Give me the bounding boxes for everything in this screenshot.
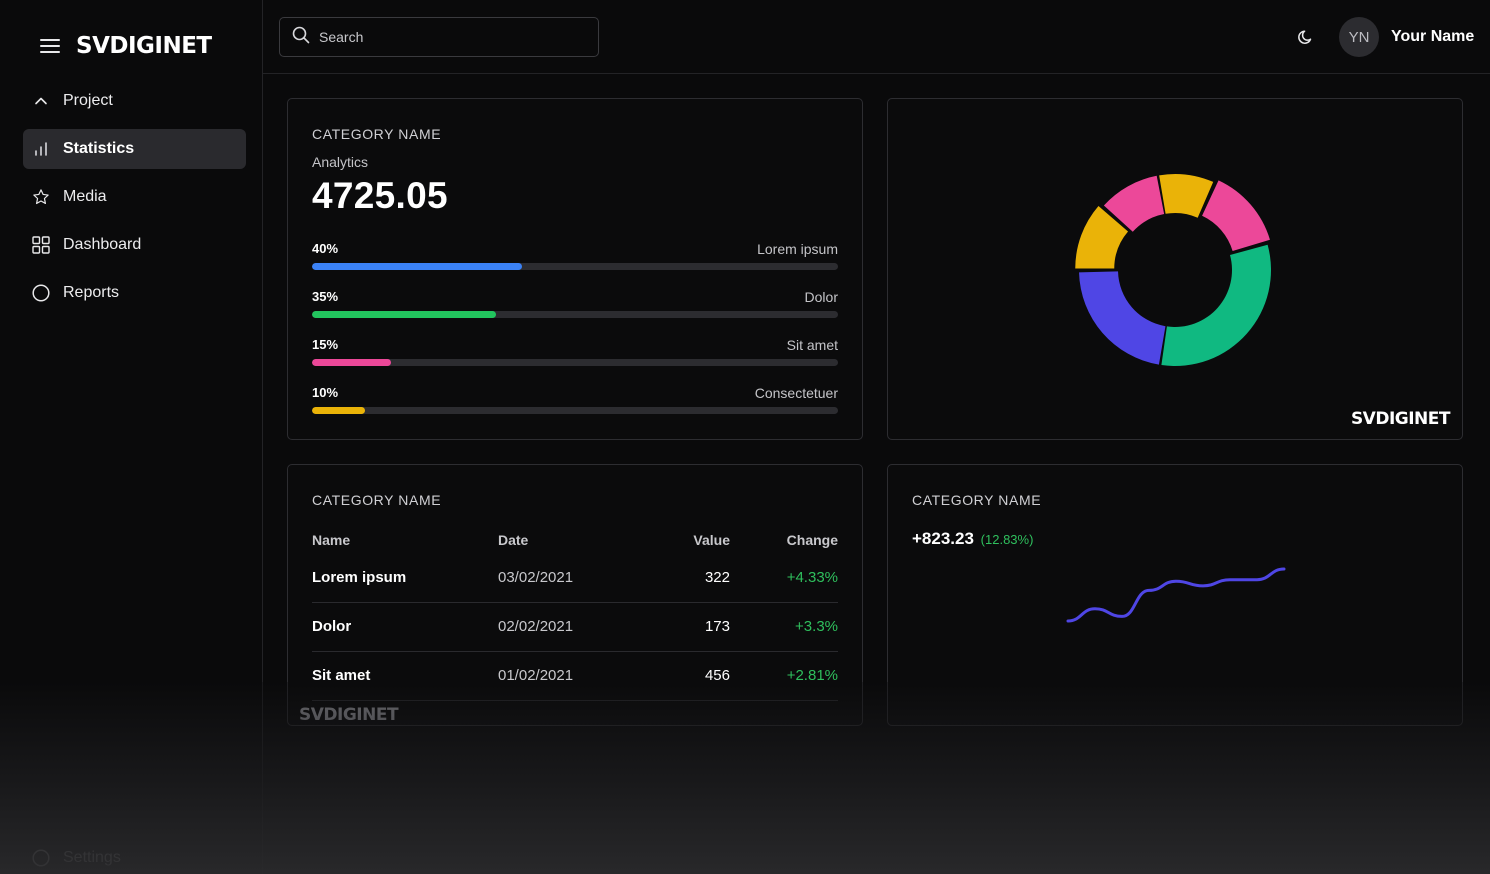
cell-name: Dolor — [312, 602, 498, 652]
table-card: CATEGORY NAME Name Date Value Change Lor… — [287, 464, 863, 726]
trend-change: (12.83%) — [980, 532, 1034, 547]
brand-row: SVDIGINET — [40, 28, 212, 64]
progress-percent: 35% — [312, 289, 339, 304]
brand-logo: SVDIGINET — [76, 33, 212, 59]
sidebar-item-label: Reports — [63, 284, 120, 301]
card-category: CATEGORY NAME — [912, 492, 1042, 508]
progress-row: 40% Lorem ipsum — [312, 241, 838, 270]
card-category: CATEGORY NAME — [312, 126, 442, 142]
progress-label: Dolor — [804, 289, 838, 305]
cell-value: 322 — [648, 553, 730, 603]
donut-chart — [1075, 174, 1271, 366]
progress-percent: 15% — [312, 337, 339, 352]
sidebar-item-settings[interactable]: Settings — [23, 838, 246, 874]
column-header: Value — [693, 532, 730, 548]
cell-change: +2.81% — [730, 651, 838, 701]
table-row[interactable]: Sit amet 01/02/2021 456 +2.81% — [312, 651, 838, 701]
cell-value: 173 — [648, 602, 730, 652]
sparkline-path — [1066, 567, 1286, 623]
sidebar-nav: Project Statistics Media Dashboard Repor… — [23, 81, 246, 321]
card-subtitle: Analytics — [312, 154, 369, 170]
user-name[interactable]: Your Name — [1391, 28, 1475, 45]
progress-fill — [312, 407, 365, 414]
sidebar-item-statistics[interactable]: Statistics — [23, 129, 246, 169]
donut-segment[interactable] — [1202, 180, 1270, 251]
donut-segment[interactable] — [1103, 175, 1165, 232]
table-header-row: Name Date Value Change — [312, 523, 838, 553]
sidebar-item-project[interactable]: Project — [23, 81, 246, 121]
cell-name: Lorem ipsum — [312, 553, 498, 603]
cell-name: Sit amet — [312, 651, 498, 701]
cell-date: 03/02/2021 — [498, 553, 648, 603]
progress-row: 10% Consectetuer — [312, 385, 838, 414]
sidebar-item-label: Dashboard — [63, 236, 142, 253]
progress-label: Consectetuer — [754, 385, 838, 401]
progress-fill — [312, 359, 391, 366]
progress-row: 35% Dolor — [312, 289, 838, 318]
bar-chart-icon — [32, 140, 50, 158]
sidebar-item-dashboard[interactable]: Dashboard — [23, 225, 246, 265]
cell-date: 02/02/2021 — [498, 602, 648, 652]
column-header: Change — [786, 532, 838, 548]
card-category: CATEGORY NAME — [312, 492, 442, 508]
progress-percent: 40% — [312, 241, 339, 256]
sidebar-item-label: Settings — [63, 849, 121, 866]
chevron-up-icon — [32, 92, 50, 110]
donut-segment[interactable] — [1075, 206, 1129, 269]
trend-value: +823.23 — [912, 529, 974, 548]
progress-fill — [312, 311, 497, 318]
progress-track — [312, 263, 838, 270]
sidebar: SVDIGINET Project Statistics Media Dashb… — [0, 0, 263, 874]
search-icon — [292, 26, 310, 49]
settings-circle-icon — [32, 849, 50, 867]
table-row[interactable]: Dolor 02/02/2021 173 +3.3% — [312, 602, 838, 652]
moon-icon[interactable] — [1297, 28, 1315, 46]
sidebar-footer: Settings — [23, 838, 246, 874]
brand-watermark: SVDIGINET — [299, 705, 399, 725]
trend-stat: +823.23 (12.83%) — [912, 529, 1033, 549]
cell-change: +4.33% — [730, 553, 838, 603]
analytics-card: CATEGORY NAME Analytics 4725.05 40% Lore… — [287, 98, 863, 440]
progress-track — [312, 311, 838, 318]
progress-track — [312, 359, 838, 366]
donut-card: SVDIGINET — [887, 98, 1463, 440]
cell-change: +3.3% — [730, 602, 838, 652]
menu-icon[interactable] — [40, 39, 60, 53]
sparkline-chart — [1066, 567, 1286, 623]
grid-icon — [32, 236, 50, 254]
sidebar-item-media[interactable]: Media — [23, 177, 246, 217]
progress-label: Lorem ipsum — [757, 241, 838, 257]
brand-watermark: SVDIGINET — [1350, 409, 1451, 429]
star-icon — [32, 188, 50, 206]
column-header: Name — [312, 532, 351, 548]
analytics-value: 4725.05 — [312, 175, 448, 216]
top-header: YN Your Name — [263, 0, 1490, 74]
progress-percent: 10% — [312, 385, 339, 400]
sidebar-item-label: Statistics — [63, 140, 135, 157]
circle-icon — [32, 284, 50, 302]
donut-segment[interactable] — [1159, 174, 1214, 218]
sidebar-item-reports[interactable]: Reports — [23, 273, 246, 313]
sidebar-item-label: Media — [63, 188, 107, 205]
cell-value: 456 — [648, 651, 730, 701]
trend-card: CATEGORY NAME +823.23 (12.83%) — [887, 464, 1463, 726]
progress-row: 15% Sit amet — [312, 337, 838, 366]
cell-date: 01/02/2021 — [498, 651, 648, 701]
progress-fill — [312, 263, 523, 270]
avatar[interactable]: YN — [1339, 17, 1379, 57]
sidebar-item-label: Project — [63, 92, 113, 109]
data-table: Name Date Value Change Lorem ipsum 03/02… — [312, 523, 838, 701]
progress-track — [312, 407, 838, 414]
search-input[interactable] — [319, 29, 579, 45]
search-box[interactable] — [279, 17, 599, 57]
donut-segment[interactable] — [1079, 271, 1166, 365]
table-row[interactable]: Lorem ipsum 03/02/2021 322 +4.33% — [312, 553, 838, 603]
column-header: Date — [498, 532, 529, 548]
progress-label: Sit amet — [786, 337, 838, 353]
donut-segment[interactable] — [1161, 244, 1271, 366]
